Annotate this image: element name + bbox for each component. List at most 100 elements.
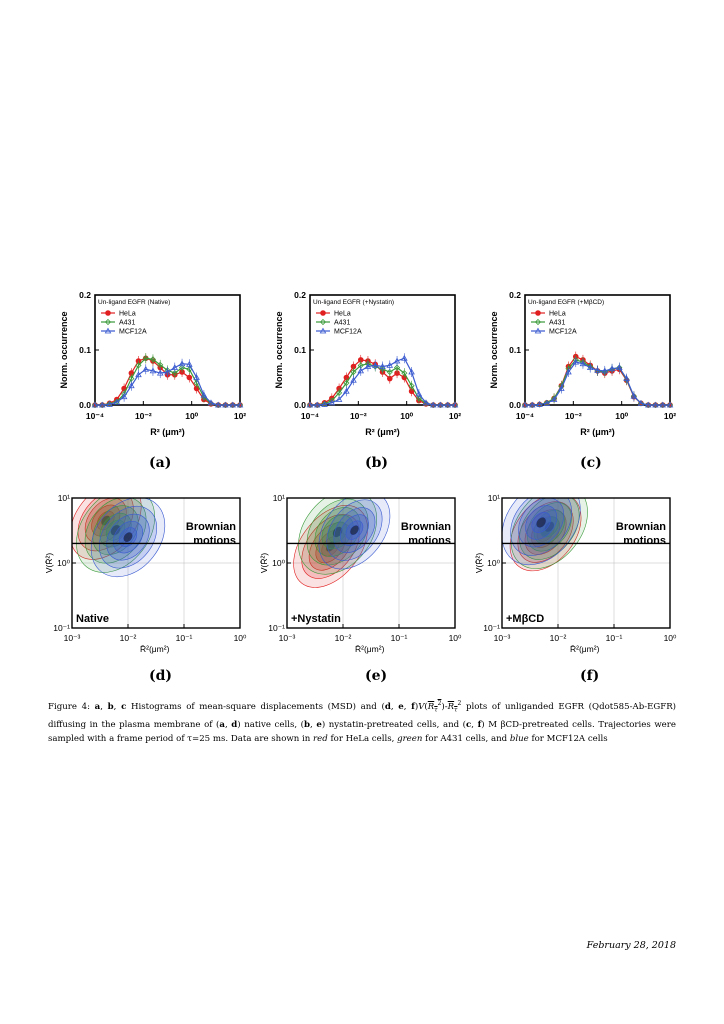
- caption-text-6: for HeLa cells,: [330, 733, 395, 744]
- legend-marker: [319, 327, 327, 334]
- data-point: [586, 364, 594, 370]
- x-tick-label: 10⁻²: [565, 411, 582, 421]
- data-point: [222, 401, 229, 408]
- data-point: [572, 358, 580, 365]
- legend-marker: [105, 310, 111, 316]
- series-hela: [92, 353, 243, 408]
- data-point: [364, 363, 372, 369]
- annotation-condition: +MβCD: [506, 613, 544, 625]
- data-point: [437, 401, 444, 408]
- annotation-condition: +Nystatin: [291, 613, 341, 625]
- data-point: [91, 401, 99, 408]
- legend-label: HeLa: [549, 311, 566, 318]
- data-point: [393, 364, 401, 371]
- data-point: [335, 396, 343, 402]
- caption-ref-e: e: [398, 701, 404, 712]
- data-point: [543, 399, 551, 406]
- data-point: [393, 357, 401, 364]
- data-point: [601, 367, 609, 374]
- x-tick-label: 10⁰: [615, 411, 628, 421]
- legend-marker: [319, 318, 327, 326]
- data-point: [444, 401, 452, 408]
- data-point: [659, 401, 666, 409]
- panel-label-a: (a): [149, 455, 172, 471]
- data-point: [550, 396, 558, 402]
- data-point: [229, 401, 237, 408]
- y-tick-label: 0.0: [79, 400, 91, 410]
- y-tick-label: 10⁻¹: [268, 623, 285, 633]
- data-point: [171, 364, 179, 370]
- y-axis-label: V(R̄²): [474, 553, 484, 573]
- data-point: [313, 401, 321, 408]
- x-tick-label: 10²: [234, 411, 246, 421]
- y-tick-label: 10⁰: [487, 558, 500, 568]
- data-point: [594, 366, 601, 373]
- data-point: [415, 390, 423, 397]
- x-tick-label: 10⁻¹: [606, 633, 623, 643]
- x-tick-label: 10⁰: [664, 633, 677, 643]
- x-tick-label: 10⁻²: [550, 633, 567, 643]
- data-point: [608, 365, 616, 372]
- x-tick-label: 10⁻²: [350, 411, 367, 421]
- data-point: [142, 365, 150, 372]
- caption-red-word: red: [313, 733, 328, 744]
- x-tick-label: 10⁻¹: [391, 633, 408, 643]
- series-line: [525, 355, 670, 406]
- y-tick-label: 0.1: [509, 345, 521, 355]
- x-tick-label: 10⁻²: [135, 411, 152, 421]
- series-a431: [521, 354, 674, 409]
- data-point: [528, 401, 536, 408]
- y-axis-label: Norm. occurrence: [274, 311, 284, 388]
- series-mcf12a: [91, 358, 244, 408]
- panel-label-f: (f): [580, 668, 600, 684]
- legend-label: HeLa: [334, 311, 351, 318]
- data-point: [630, 392, 638, 399]
- data-point: [451, 401, 459, 409]
- y-axis-label: Norm. occurrence: [489, 311, 499, 388]
- data-point: [666, 401, 674, 408]
- data-point: [321, 401, 328, 407]
- data-point: [156, 369, 164, 376]
- y-tick-label: 10⁰: [272, 558, 285, 568]
- y-tick-label: 0.2: [509, 290, 521, 300]
- data-point: [536, 401, 543, 407]
- data-point: [521, 401, 529, 408]
- x-tick-label: 10⁻²: [120, 633, 137, 643]
- y-axis-label: Norm. occurrence: [59, 311, 69, 388]
- y-tick-label: 10¹: [273, 493, 285, 503]
- caption-text-2: plots of unliganded EGFR (Qdot585-Ab-EGF…: [48, 701, 677, 730]
- x-tick-label: 10⁰: [234, 633, 247, 643]
- legend-label: HeLa: [119, 311, 136, 318]
- data-point: [386, 368, 393, 376]
- x-axis-label: R² (μm²): [580, 427, 615, 437]
- series-hela: [522, 351, 673, 408]
- data-point: [529, 401, 536, 409]
- data-point: [142, 355, 149, 362]
- x-axis-label: R̄²(μm²): [355, 644, 385, 654]
- chart-title: Un-ligand EGFR (+Nystatin): [313, 299, 394, 306]
- x-tick-label: 10⁻³: [494, 633, 511, 643]
- panel-label-b: (b): [365, 455, 389, 471]
- annotation-brownian: Brownian: [186, 521, 236, 533]
- variance-chart-native: 10⁻³ 10⁻² 10⁻¹ 10⁰ 10⁻¹ 10⁰ 10¹ R̄²(μm²) V(R̄²) B…: [44, 493, 247, 654]
- x-tick-label: 10⁻⁴: [86, 411, 104, 421]
- histogram-chart-native: 0.0 0.1 0.2 10⁻⁴ 10⁻² 10⁰ 10² R² (μm²) Norm. occ…: [59, 290, 246, 437]
- legend-marker: [104, 318, 112, 326]
- y-tick-label: 0.2: [294, 290, 306, 300]
- annotation-condition: Native: [76, 613, 109, 625]
- data-point: [350, 368, 357, 376]
- data-point: [437, 401, 444, 409]
- y-tick-label: 0.1: [294, 345, 306, 355]
- x-axis-label: R̄²(μm²): [140, 644, 170, 654]
- data-point: [371, 361, 379, 368]
- data-point: [343, 387, 350, 394]
- data-point: [186, 360, 193, 367]
- data-point: [207, 399, 215, 406]
- legend-marker: [320, 310, 326, 316]
- contour-a431: [298, 498, 378, 575]
- x-tick-label: 10²: [664, 411, 676, 421]
- caption-blue-word: blue: [509, 733, 529, 744]
- data-point: [357, 367, 365, 374]
- data-point: [350, 376, 357, 383]
- y-tick-label: 0.1: [79, 345, 91, 355]
